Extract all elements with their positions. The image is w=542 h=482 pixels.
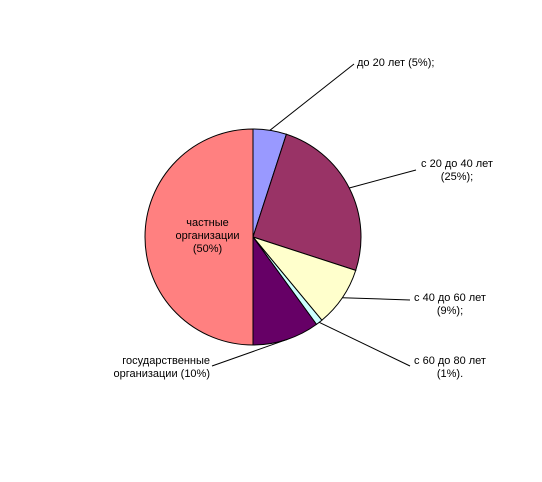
slice-label: до 20 лет (5%); [357, 57, 435, 69]
slice-label: с 60 до 80 лет (1%). [414, 355, 486, 380]
leader-line [318, 321, 411, 367]
pie-slice [252, 133, 362, 272]
leader-line [349, 169, 417, 189]
slice-label: с 40 до 60 лет (9%); [414, 292, 486, 317]
slice-label: государственные организации (10%) [113, 355, 211, 380]
pie-slice [144, 128, 254, 346]
leader-line [269, 63, 355, 131]
leader-line [342, 297, 411, 301]
slice-label: с 20 до 40 лет (25%); [421, 158, 493, 183]
leader-line [211, 339, 287, 367]
slice-label: частные организации (50%) [175, 217, 240, 255]
